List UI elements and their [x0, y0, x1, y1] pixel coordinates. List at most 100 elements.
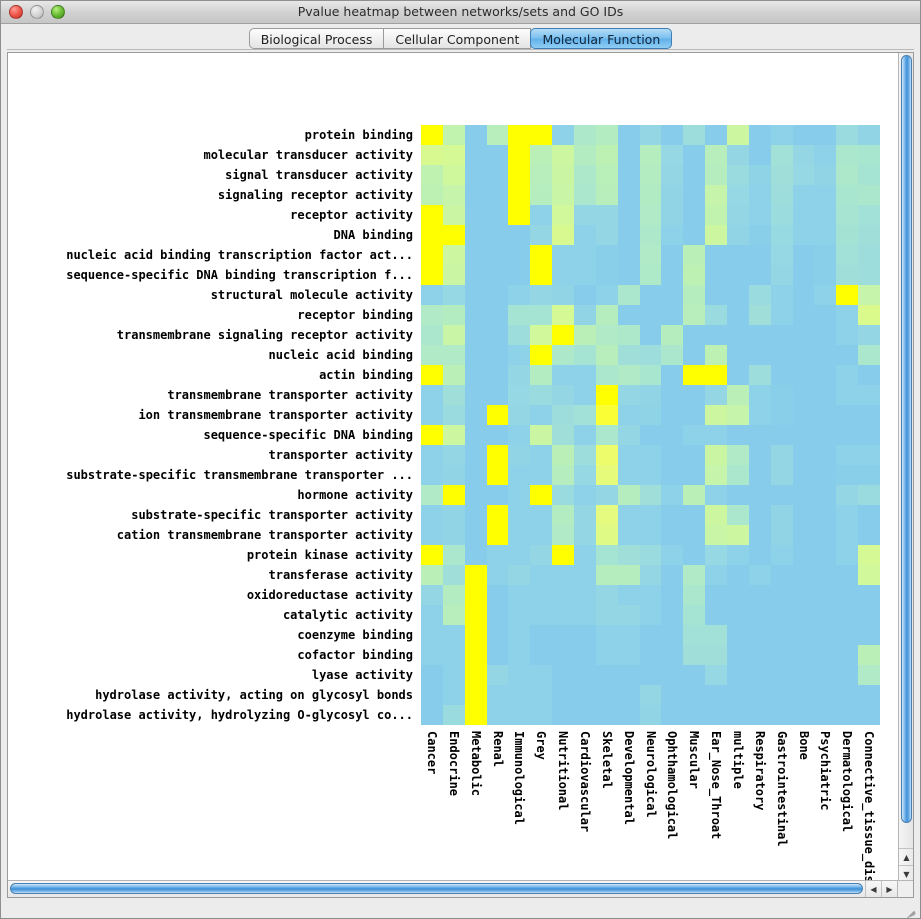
heatmap-cell[interactable] — [858, 605, 881, 625]
heatmap-cell[interactable] — [858, 485, 881, 505]
heatmap-cell[interactable] — [858, 365, 881, 385]
heatmap-cell[interactable] — [617, 325, 640, 345]
heatmap-cell[interactable] — [486, 405, 509, 425]
heatmap-cell[interactable] — [442, 525, 465, 545]
heatmap-cell[interactable] — [486, 165, 509, 185]
heatmap-cell[interactable] — [705, 625, 728, 645]
heatmap-cell[interactable] — [814, 445, 837, 465]
heatmap-cell[interactable] — [858, 405, 881, 425]
heatmap-cell[interactable] — [421, 265, 443, 285]
heatmap-cell[interactable] — [792, 165, 815, 185]
heatmap-cell[interactable] — [792, 185, 815, 205]
heatmap-cell[interactable] — [748, 185, 771, 205]
heatmap-cell[interactable] — [814, 545, 837, 565]
heatmap-cell[interactable] — [814, 665, 837, 685]
heatmap-cell[interactable] — [705, 285, 728, 305]
heatmap-cell[interactable] — [683, 665, 706, 685]
heatmap-cell[interactable] — [639, 485, 662, 505]
heatmap-cell[interactable] — [836, 545, 859, 565]
heatmap-cell[interactable] — [727, 145, 749, 165]
heatmap-cell[interactable] — [814, 365, 837, 385]
heatmap-cell[interactable] — [683, 465, 706, 485]
heatmap-cell[interactable] — [508, 405, 531, 425]
heatmap-cell[interactable] — [770, 425, 793, 445]
heatmap-cell[interactable] — [814, 245, 837, 265]
heatmap-cell[interactable] — [639, 625, 662, 645]
heatmap-cell[interactable] — [574, 225, 596, 245]
heatmap-cell[interactable] — [574, 325, 596, 345]
heatmap-cell[interactable] — [683, 445, 706, 465]
heatmap-cell[interactable] — [836, 365, 859, 385]
tab-biological-process[interactable]: Biological Process — [248, 27, 385, 49]
heatmap-cell[interactable] — [748, 505, 771, 525]
heatmap-cell[interactable] — [727, 625, 749, 645]
heatmap-cell[interactable] — [748, 445, 771, 465]
heatmap-cell[interactable] — [486, 505, 509, 525]
heatmap-cell[interactable] — [508, 145, 531, 165]
heatmap-cell[interactable] — [814, 525, 837, 545]
heatmap-cell[interactable] — [595, 585, 618, 605]
heatmap-cell[interactable] — [814, 625, 837, 645]
heatmap-cell[interactable] — [552, 665, 575, 685]
heatmap-cell[interactable] — [595, 665, 618, 685]
heatmap-cell[interactable] — [748, 325, 771, 345]
heatmap-cell[interactable] — [421, 605, 443, 625]
heatmap-cell[interactable] — [574, 625, 596, 645]
heatmap-cell[interactable] — [639, 245, 662, 265]
heatmap-cell[interactable] — [770, 705, 793, 725]
heatmap-cell[interactable] — [770, 265, 793, 285]
heatmap-cell[interactable] — [858, 685, 881, 705]
minimize-button[interactable] — [30, 5, 44, 19]
heatmap-cell[interactable] — [464, 325, 487, 345]
heatmap-cell[interactable] — [639, 405, 662, 425]
heatmap-cell[interactable] — [486, 205, 509, 225]
heatmap-cell[interactable] — [595, 425, 618, 445]
heatmap-cell[interactable] — [792, 245, 815, 265]
heatmap-cell[interactable] — [486, 605, 509, 625]
heatmap-cell[interactable] — [442, 705, 465, 725]
heatmap-cell[interactable] — [814, 505, 837, 525]
heatmap-cell[interactable] — [858, 185, 881, 205]
heatmap-cell[interactable] — [508, 205, 531, 225]
heatmap-cell[interactable] — [748, 465, 771, 485]
heatmap-cell[interactable] — [705, 585, 728, 605]
heatmap-cell[interactable] — [442, 325, 465, 345]
heatmap-cell[interactable] — [792, 705, 815, 725]
heatmap-cell[interactable] — [421, 145, 443, 165]
heatmap-cell[interactable] — [530, 385, 553, 405]
heatmap-cell[interactable] — [814, 325, 837, 345]
heatmap-cell[interactable] — [464, 385, 487, 405]
heatmap-cell[interactable] — [683, 685, 706, 705]
heatmap-cell[interactable] — [508, 325, 531, 345]
heatmap-cell[interactable] — [595, 225, 618, 245]
heatmap-cell[interactable] — [421, 505, 443, 525]
heatmap-cell[interactable] — [442, 565, 465, 585]
heatmap-cell[interactable] — [508, 685, 531, 705]
heatmap-cell[interactable] — [552, 165, 575, 185]
heatmap-cell[interactable] — [508, 385, 531, 405]
heatmap-cell[interactable] — [617, 465, 640, 485]
heatmap-cell[interactable] — [814, 685, 837, 705]
heatmap-cell[interactable] — [508, 225, 531, 245]
heatmap-cell[interactable] — [639, 305, 662, 325]
heatmap-cell[interactable] — [858, 625, 881, 645]
heatmap-cell[interactable] — [748, 245, 771, 265]
heatmap-cell[interactable] — [705, 505, 728, 525]
heatmap-cell[interactable] — [683, 645, 706, 665]
heatmap-cell[interactable] — [836, 525, 859, 545]
heatmap-cell[interactable] — [464, 505, 487, 525]
heatmap-cell[interactable] — [836, 305, 859, 325]
heatmap-cell[interactable] — [617, 385, 640, 405]
heatmap-cell[interactable] — [617, 265, 640, 285]
heatmap-cell[interactable] — [705, 165, 728, 185]
heatmap-cell[interactable] — [464, 145, 487, 165]
heatmap-cell[interactable] — [595, 645, 618, 665]
heatmap-cell[interactable] — [421, 565, 443, 585]
heatmap-cell[interactable] — [858, 125, 881, 145]
heatmap-cell[interactable] — [792, 545, 815, 565]
heatmap-cell[interactable] — [858, 465, 881, 485]
heatmap-cell[interactable] — [508, 645, 531, 665]
heatmap-cell[interactable] — [508, 445, 531, 465]
heatmap-cell[interactable] — [858, 505, 881, 525]
heatmap-cell[interactable] — [727, 465, 749, 485]
